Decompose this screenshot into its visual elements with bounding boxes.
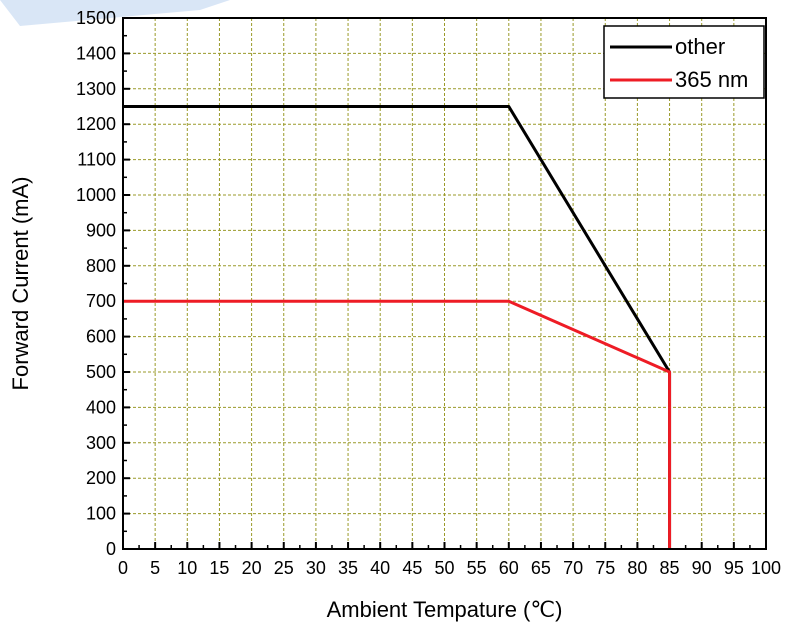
y-tick-label: 100	[86, 504, 116, 524]
y-tick-label: 800	[86, 256, 116, 276]
y-tick-label: 1200	[76, 114, 116, 134]
legend-box	[603, 25, 765, 99]
y-tick-label: 1100	[77, 150, 116, 170]
x-tick-label: 30	[306, 558, 326, 578]
series-line-2	[123, 299, 672, 549]
y-tick-label: 1300	[76, 79, 116, 99]
x-tick-label: 55	[467, 558, 487, 578]
y-axis-title: Forward Current (mA)	[8, 177, 33, 391]
x-tick-label: 70	[563, 558, 583, 578]
x-tick-label: 65	[531, 558, 551, 578]
y-tick-label: 600	[86, 327, 116, 347]
x-tick-label: 85	[660, 558, 680, 578]
y-tick-label: 1500	[76, 8, 116, 28]
y-tick-label: 500	[86, 362, 116, 382]
series-lines	[123, 105, 672, 549]
legend-label: 365 nm	[675, 67, 748, 92]
y-tick-label: 1400	[76, 43, 116, 63]
y-tick-label: 400	[86, 397, 116, 417]
y-tick-label: 0	[106, 539, 116, 559]
y-tick-label: 200	[86, 468, 116, 488]
x-tick-label: 25	[274, 558, 294, 578]
series-line-1	[123, 105, 672, 549]
plot-frame	[122, 17, 767, 550]
x-tick-label: 5	[150, 558, 160, 578]
y-tick-label: 900	[86, 220, 116, 240]
y-tick-label: 300	[86, 433, 116, 453]
x-tick-label: 95	[724, 558, 744, 578]
legend: other 365 nm	[603, 25, 765, 99]
x-axis-title: Ambient Tempature (℃)	[327, 597, 563, 622]
x-tick-label: 100	[751, 558, 781, 578]
x-tick-label: 0	[118, 558, 128, 578]
x-tick-label: 50	[434, 558, 454, 578]
y-tick-label: 1000	[76, 185, 116, 205]
x-tick-label: 15	[209, 558, 229, 578]
x-tick-labels: 0 5 10 15 20 25 30 35 40 45 50 55 60 65 70 75 80 85 90 95 10…	[118, 558, 781, 578]
legend-label: other	[675, 34, 725, 59]
x-tick-label: 75	[595, 558, 615, 578]
x-tick-label: 20	[242, 558, 262, 578]
watermark	[0, 0, 230, 26]
x-tick-label: 45	[402, 558, 422, 578]
x-tick-label: 90	[692, 558, 712, 578]
x-tick-label: 40	[370, 558, 390, 578]
x-tick-label: 80	[627, 558, 647, 578]
y-tick-labels: 0 100 200 300 400 500 600 700 800 900 1000 1100 1200…	[76, 8, 116, 559]
x-tick-label: 10	[177, 558, 197, 578]
y-tick-label: 700	[86, 291, 116, 311]
x-tick-label: 35	[338, 558, 358, 578]
x-tick-label: 60	[499, 558, 519, 578]
